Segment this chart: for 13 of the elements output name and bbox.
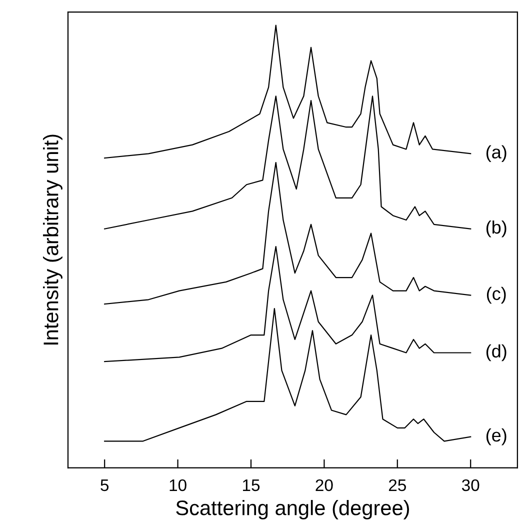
x-tick-label: 25	[388, 479, 406, 492]
series-label: (e)	[486, 428, 506, 446]
series-label: (d)	[486, 344, 506, 362]
x-axis-title: Scattering angle (degree)	[176, 500, 409, 520]
series-label: (c)	[486, 286, 506, 304]
series-label: (b)	[486, 220, 506, 238]
x-tick-label: 30	[462, 479, 480, 492]
x-tick-label: 5	[100, 480, 109, 492]
x-tick-label: 20	[316, 479, 333, 492]
x-tick-label: 15	[242, 480, 260, 492]
series-label: (a)	[486, 145, 506, 162]
x-tick-label: 10	[170, 479, 186, 492]
y-axis-title: Intensity (arbitrary unit)	[43, 134, 62, 345]
